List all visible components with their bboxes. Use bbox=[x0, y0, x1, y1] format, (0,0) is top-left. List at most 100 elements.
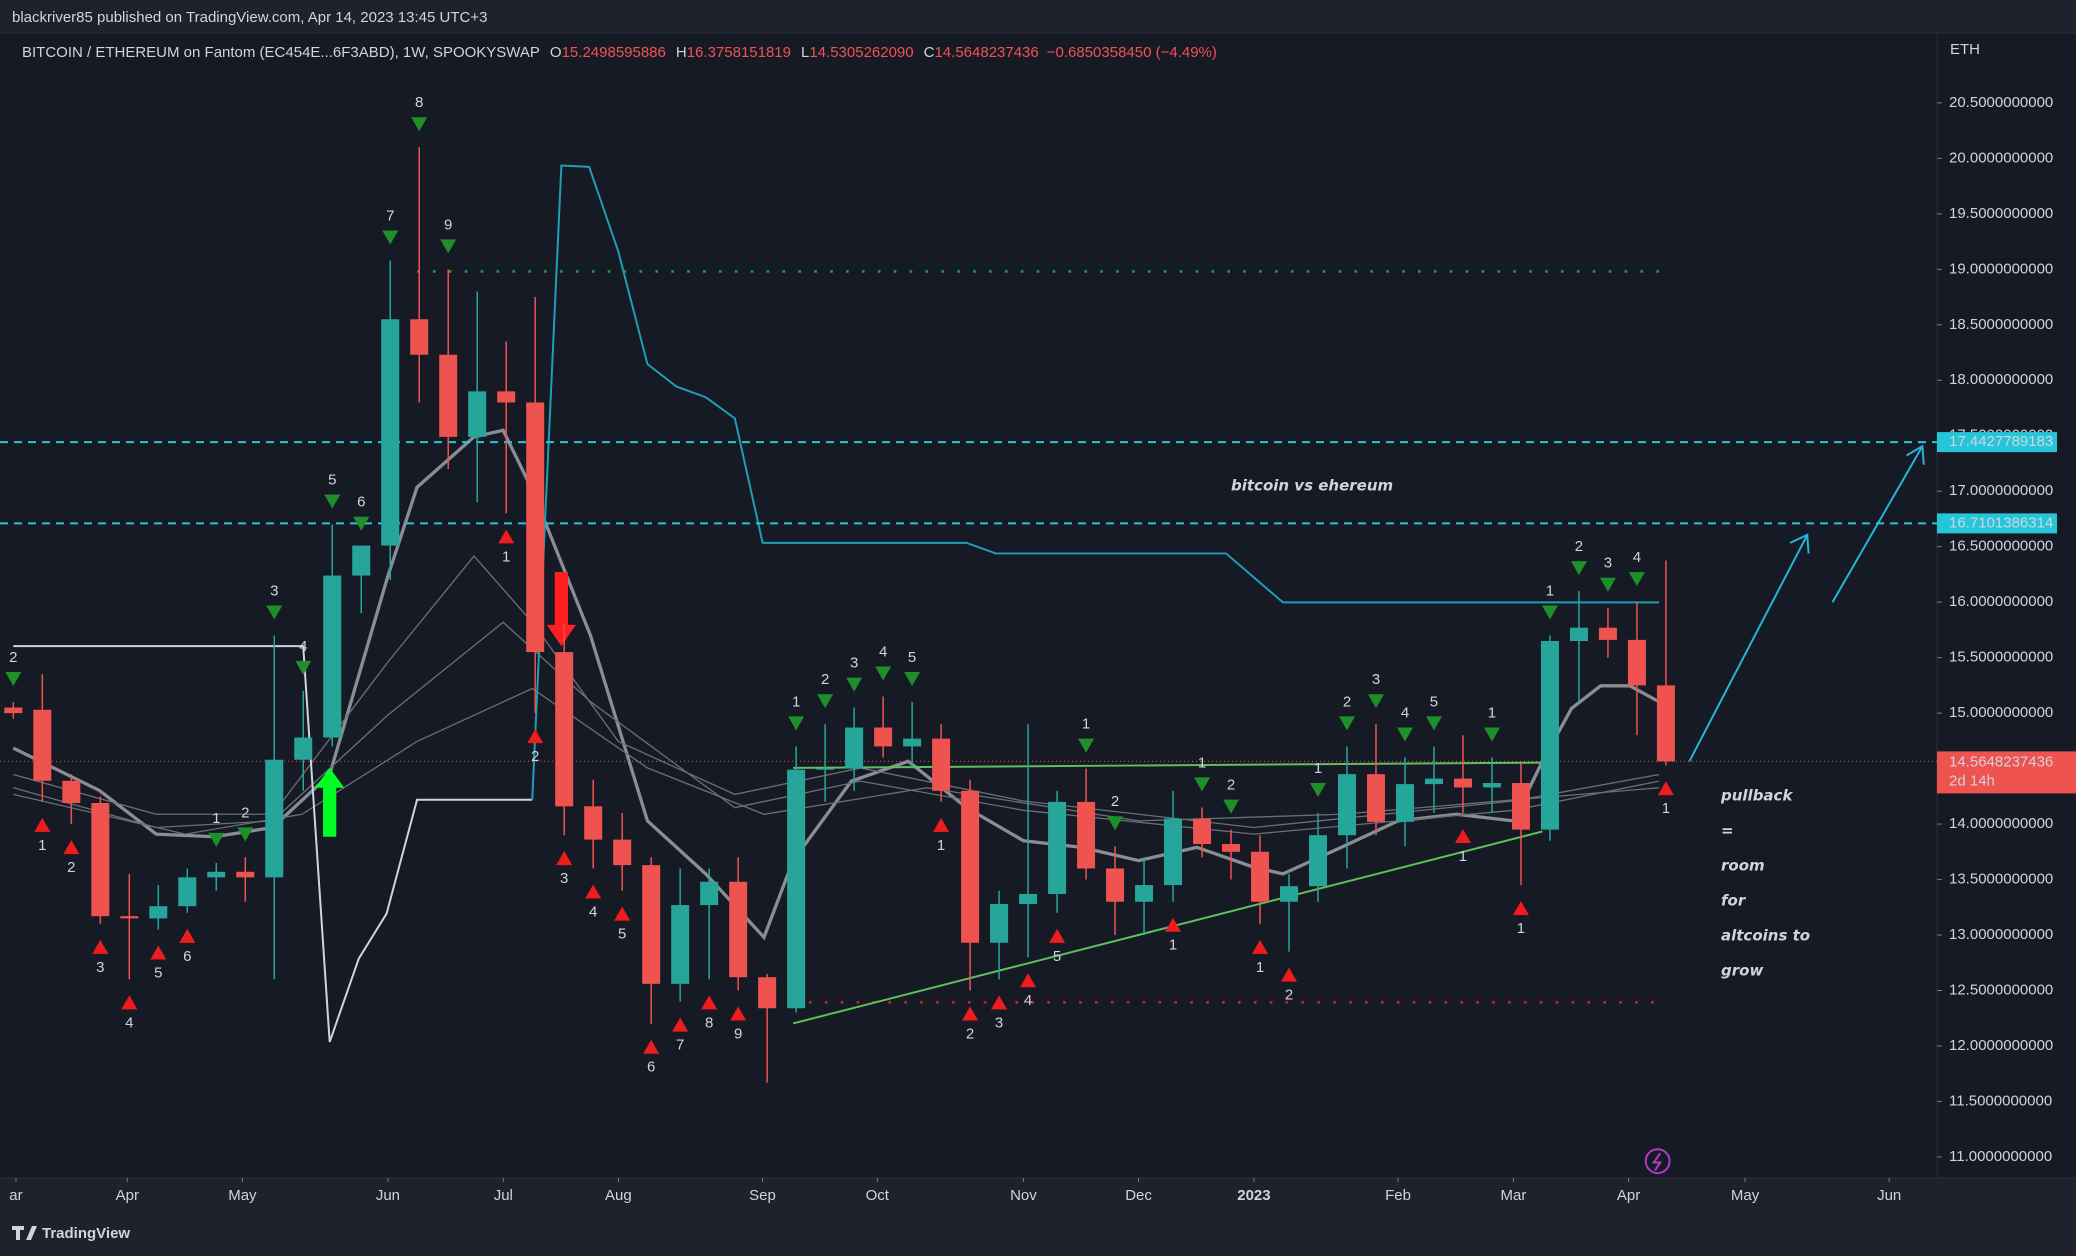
symbol-legend: BITCOIN / ETHEREUM on Fantom (EC454E...6… bbox=[22, 44, 1217, 61]
buy-count: 4 bbox=[1024, 992, 1032, 1009]
sell-signal bbox=[5, 672, 22, 687]
candle-body bbox=[1193, 818, 1212, 845]
price-axis bbox=[1937, 33, 2076, 1178]
candle-body bbox=[1222, 844, 1241, 852]
sell-count: 4 bbox=[299, 638, 307, 655]
field-key: O bbox=[550, 44, 562, 61]
buy-signal bbox=[672, 1017, 689, 1032]
sell-count: 8 bbox=[415, 94, 423, 111]
sell-count: 1 bbox=[1082, 716, 1090, 733]
x-tick-label: Dec bbox=[1125, 1187, 1152, 1204]
candle-body bbox=[816, 768, 835, 770]
sell-signal bbox=[353, 516, 370, 531]
sell-count: 2 bbox=[1343, 693, 1351, 710]
candle-body bbox=[1424, 778, 1443, 785]
candle-body bbox=[381, 319, 400, 546]
candle-body bbox=[1482, 783, 1501, 788]
y-tick-label: 13.0000000000 bbox=[1949, 926, 2053, 943]
brand: TradingView bbox=[42, 1225, 130, 1242]
buy-count: 2 bbox=[67, 859, 75, 876]
candle-body bbox=[1366, 774, 1385, 822]
y-tick-label: 18.0000000000 bbox=[1949, 371, 2053, 388]
candle-body bbox=[1540, 641, 1559, 830]
y-tick-label: 20.5000000000 bbox=[1949, 94, 2053, 111]
candle-body bbox=[1598, 627, 1617, 640]
sell-count: 2 bbox=[1227, 777, 1235, 794]
alert-icon bbox=[1644, 1148, 1671, 1175]
candle-body bbox=[265, 759, 284, 878]
annotation-note: grow bbox=[1721, 962, 1763, 980]
sell-count: 6 bbox=[357, 494, 365, 511]
candle-body bbox=[236, 871, 255, 878]
buy-signal bbox=[121, 995, 138, 1010]
sell-signal bbox=[382, 230, 399, 245]
buy-signal bbox=[1281, 967, 1298, 982]
sell-signal bbox=[846, 677, 863, 692]
x-tick-label: Jun bbox=[1877, 1187, 1901, 1204]
x-tick-label: Sep bbox=[749, 1187, 776, 1204]
sell-signal bbox=[324, 494, 341, 509]
candle-body bbox=[845, 727, 864, 769]
sell-signal bbox=[411, 117, 428, 132]
buy-signal bbox=[1252, 939, 1269, 954]
y-tick-label: 13.5000000000 bbox=[1949, 871, 2053, 888]
candle-body bbox=[207, 871, 226, 878]
buy-signal bbox=[556, 851, 573, 866]
candle-body bbox=[1164, 818, 1183, 886]
sell-signal bbox=[1396, 727, 1413, 742]
sell-count: 1 bbox=[212, 810, 220, 827]
y-tick-label: 16.0000000000 bbox=[1949, 593, 2053, 610]
buy-count: 1 bbox=[1256, 959, 1264, 976]
annotation-note: for bbox=[1721, 892, 1747, 910]
annotation-note: = bbox=[1721, 822, 1734, 840]
buy-count: 6 bbox=[183, 948, 191, 965]
sell-signal bbox=[1599, 577, 1616, 592]
buy-count: 5 bbox=[154, 964, 162, 981]
x-tick-label: 2023 bbox=[1237, 1187, 1270, 1204]
sell-count: 1 bbox=[1314, 760, 1322, 777]
sell-signal bbox=[440, 239, 457, 254]
buy-signal bbox=[701, 995, 718, 1010]
buy-signal bbox=[933, 817, 950, 832]
last-price-label: 14.5648237436 bbox=[1949, 753, 2053, 770]
buy-signal bbox=[179, 928, 196, 943]
candle-body bbox=[1453, 778, 1472, 788]
buy-signal bbox=[730, 1006, 747, 1021]
x-tick-label: ar bbox=[9, 1187, 22, 1204]
y-tick-label: 16.5000000000 bbox=[1949, 538, 2053, 555]
annotation-note: room bbox=[1721, 857, 1765, 875]
candle-body bbox=[961, 790, 980, 943]
sell-signal bbox=[817, 694, 834, 709]
sell-signal bbox=[1194, 777, 1211, 792]
candle-body bbox=[1048, 801, 1067, 894]
sell-count: 3 bbox=[1604, 555, 1612, 572]
buy-count: 9 bbox=[734, 1025, 742, 1042]
x-tick-label: Nov bbox=[1010, 1187, 1037, 1204]
candle-body bbox=[497, 391, 516, 403]
price-label-box bbox=[1937, 432, 2057, 453]
buy-count: 3 bbox=[96, 959, 104, 976]
buy-count: 8 bbox=[705, 1014, 713, 1031]
candle-body bbox=[1106, 868, 1125, 902]
sell-count: 4 bbox=[1401, 704, 1409, 721]
y-tick-label: 20.0000000000 bbox=[1949, 149, 2053, 166]
candle-body bbox=[584, 806, 603, 840]
sell-count: 3 bbox=[1372, 671, 1380, 688]
x-tick-label: Mar bbox=[1500, 1187, 1526, 1204]
candle-body bbox=[671, 905, 690, 984]
y-tick-label: 11.5000000000 bbox=[1949, 1092, 2052, 1109]
sell-signal bbox=[904, 672, 921, 687]
candle-body bbox=[1309, 835, 1328, 887]
candle-body bbox=[1569, 627, 1588, 642]
buy-count: 2 bbox=[1285, 987, 1293, 1004]
sell-signal bbox=[788, 716, 805, 731]
candle-body bbox=[4, 707, 23, 714]
sell-count: 1 bbox=[1198, 754, 1206, 771]
buy-signal bbox=[991, 995, 1008, 1010]
sell-signal bbox=[875, 666, 892, 681]
buy-count: 7 bbox=[676, 1037, 684, 1054]
price-label-box bbox=[1937, 513, 2057, 534]
y-tick-label: 19.5000000000 bbox=[1949, 205, 2053, 222]
sell-signal bbox=[1628, 572, 1645, 587]
